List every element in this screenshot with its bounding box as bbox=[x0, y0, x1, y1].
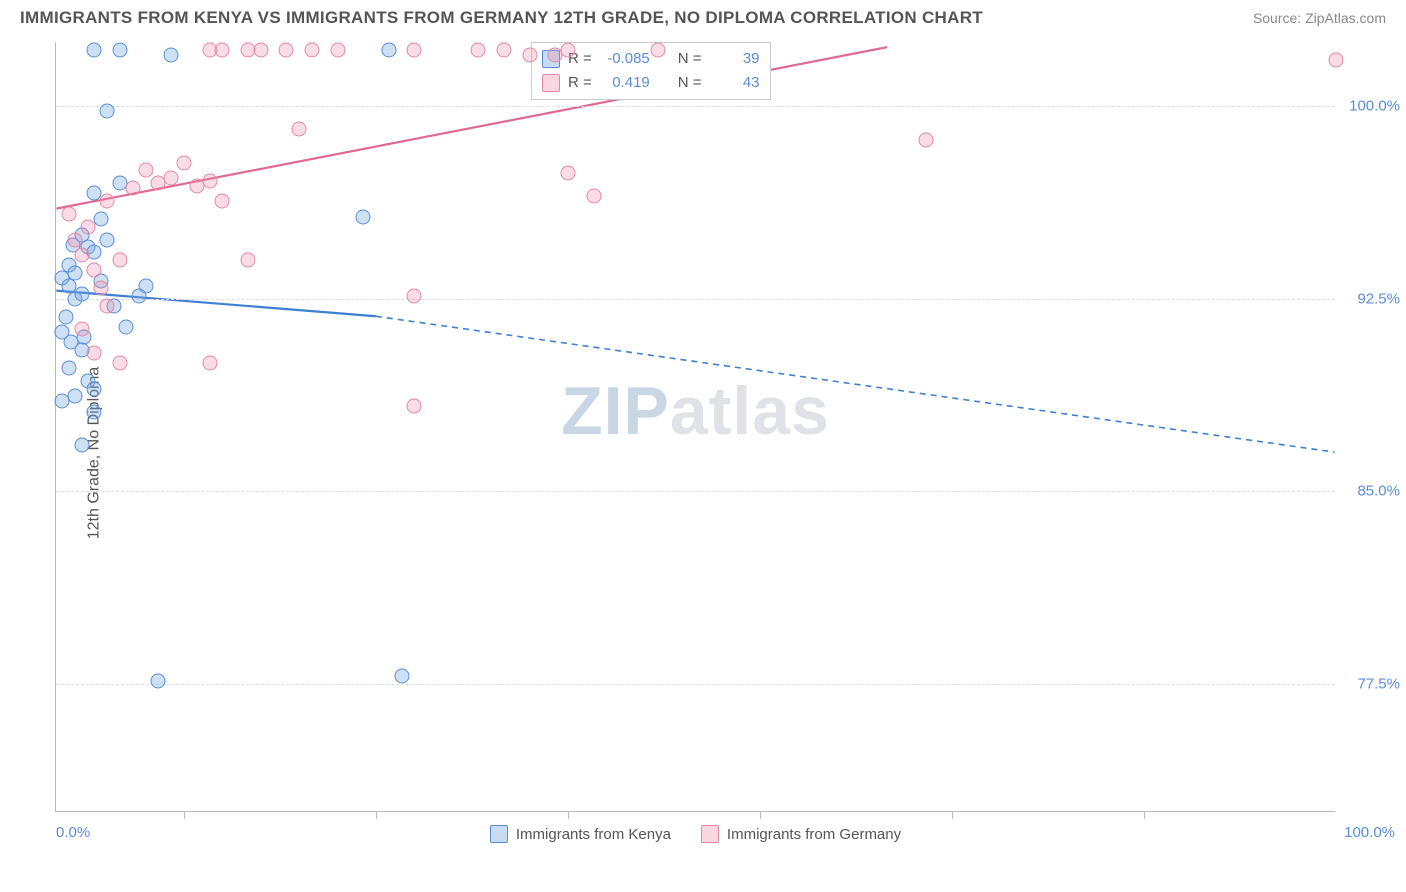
data-point-kenya bbox=[93, 212, 108, 227]
data-point-germany bbox=[215, 194, 230, 209]
legend-label: Immigrants from Kenya bbox=[516, 826, 671, 843]
data-point-kenya bbox=[394, 668, 409, 683]
data-point-germany bbox=[241, 253, 256, 268]
data-point-kenya bbox=[68, 266, 83, 281]
data-point-kenya bbox=[68, 389, 83, 404]
plot-area: ZIPatlas R = -0.085 N = 39 R = 0.419 N =… bbox=[55, 42, 1335, 812]
data-point-germany bbox=[125, 181, 140, 196]
data-point-kenya bbox=[100, 232, 115, 247]
x-tick bbox=[376, 811, 377, 819]
data-point-germany bbox=[292, 122, 307, 137]
data-point-germany bbox=[87, 263, 102, 278]
data-point-kenya bbox=[87, 381, 102, 396]
data-point-germany bbox=[1329, 52, 1344, 67]
data-point-germany bbox=[100, 299, 115, 314]
swatch-blue-icon bbox=[490, 825, 508, 843]
swatch-pink-icon bbox=[542, 74, 560, 92]
y-tick-label: 85.0% bbox=[1357, 483, 1400, 500]
data-point-germany bbox=[305, 42, 320, 57]
data-point-germany bbox=[548, 47, 563, 62]
data-point-kenya bbox=[87, 404, 102, 419]
data-point-germany bbox=[164, 171, 179, 186]
data-point-kenya bbox=[113, 42, 128, 57]
data-point-germany bbox=[74, 248, 89, 263]
legend-item-kenya: Immigrants from Kenya bbox=[490, 825, 671, 843]
data-point-kenya bbox=[61, 360, 76, 375]
gridline bbox=[56, 106, 1335, 107]
x-tick bbox=[1144, 811, 1145, 819]
legend-label: Immigrants from Germany bbox=[727, 826, 901, 843]
x-tick bbox=[952, 811, 953, 819]
chart-title: IMMIGRANTS FROM KENYA VS IMMIGRANTS FROM… bbox=[20, 8, 983, 28]
data-point-germany bbox=[74, 322, 89, 337]
swatch-pink-icon bbox=[701, 825, 719, 843]
data-point-germany bbox=[113, 355, 128, 370]
data-point-germany bbox=[522, 47, 537, 62]
data-point-germany bbox=[407, 399, 422, 414]
source-label: Source: ZipAtlas.com bbox=[1253, 10, 1386, 26]
data-point-kenya bbox=[119, 319, 134, 334]
data-point-germany bbox=[471, 42, 486, 57]
data-point-kenya bbox=[381, 42, 396, 57]
x-tick bbox=[184, 811, 185, 819]
data-point-germany bbox=[215, 42, 230, 57]
x-tick bbox=[568, 811, 569, 819]
data-point-kenya bbox=[74, 437, 89, 452]
data-point-kenya bbox=[164, 47, 179, 62]
data-point-germany bbox=[202, 355, 217, 370]
gridline bbox=[56, 684, 1335, 685]
data-point-germany bbox=[407, 42, 422, 57]
data-point-germany bbox=[497, 42, 512, 57]
data-point-germany bbox=[650, 42, 665, 57]
data-point-kenya bbox=[100, 104, 115, 119]
data-point-germany bbox=[407, 289, 422, 304]
chart-container: 12th Grade, No Diploma ZIPatlas R = -0.0… bbox=[0, 32, 1406, 874]
data-point-kenya bbox=[87, 42, 102, 57]
gridline bbox=[56, 491, 1335, 492]
gridline bbox=[56, 299, 1335, 300]
data-point-germany bbox=[330, 42, 345, 57]
data-point-kenya bbox=[74, 286, 89, 301]
data-point-germany bbox=[81, 219, 96, 234]
data-point-germany bbox=[561, 42, 576, 57]
y-tick-label: 92.5% bbox=[1357, 290, 1400, 307]
stats-row-germany: R = 0.419 N = 43 bbox=[542, 71, 760, 95]
data-point-germany bbox=[100, 194, 115, 209]
data-point-germany bbox=[93, 281, 108, 296]
data-point-germany bbox=[61, 206, 76, 221]
data-point-kenya bbox=[356, 209, 371, 224]
trendline-kenya-extrapolated bbox=[376, 316, 1335, 452]
data-point-germany bbox=[586, 189, 601, 204]
data-point-kenya bbox=[151, 674, 166, 689]
y-tick-label: 77.5% bbox=[1357, 675, 1400, 692]
x-tick bbox=[760, 811, 761, 819]
legend: Immigrants from Kenya Immigrants from Ge… bbox=[56, 825, 1335, 843]
data-point-kenya bbox=[87, 245, 102, 260]
data-point-germany bbox=[68, 232, 83, 247]
data-point-germany bbox=[253, 42, 268, 57]
data-point-germany bbox=[279, 42, 294, 57]
data-point-germany bbox=[87, 345, 102, 360]
data-point-germany bbox=[919, 132, 934, 147]
x-axis-max-label: 100.0% bbox=[1344, 824, 1395, 841]
data-point-germany bbox=[177, 155, 192, 170]
data-point-kenya bbox=[132, 289, 147, 304]
data-point-germany bbox=[561, 165, 576, 180]
data-point-germany bbox=[138, 163, 153, 178]
data-point-kenya bbox=[59, 309, 74, 324]
trend-lines-layer bbox=[56, 42, 1335, 811]
chart-header: IMMIGRANTS FROM KENYA VS IMMIGRANTS FROM… bbox=[0, 0, 1406, 32]
data-point-germany bbox=[202, 173, 217, 188]
legend-item-germany: Immigrants from Germany bbox=[701, 825, 901, 843]
y-tick-label: 100.0% bbox=[1349, 98, 1400, 115]
data-point-germany bbox=[113, 253, 128, 268]
